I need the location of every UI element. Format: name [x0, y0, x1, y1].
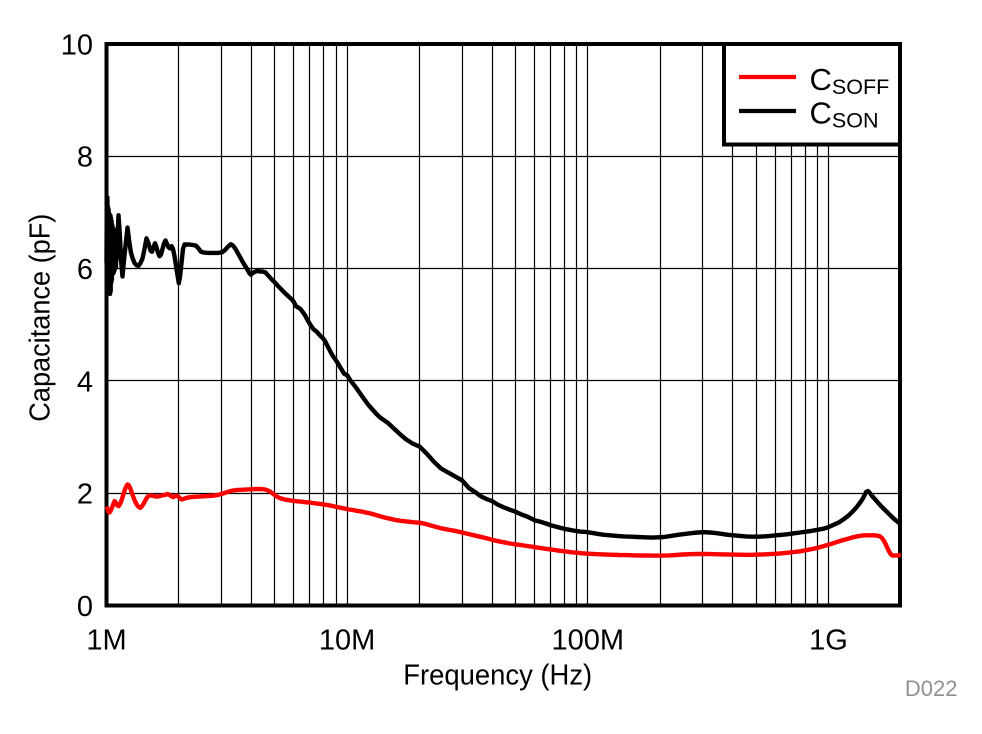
svg-text:CSON: CSON — [810, 96, 879, 133]
svg-text:D022: D022 — [905, 676, 958, 701]
svg-text:0: 0 — [77, 591, 93, 623]
svg-text:Frequency (Hz): Frequency (Hz) — [403, 660, 592, 692]
svg-text:10: 10 — [61, 29, 93, 61]
svg-text:8: 8 — [77, 142, 93, 174]
svg-text:6: 6 — [77, 254, 93, 286]
svg-text:10M: 10M — [319, 624, 375, 656]
svg-text:4: 4 — [77, 366, 93, 398]
svg-text:2: 2 — [77, 479, 93, 511]
svg-text:1M: 1M — [86, 624, 126, 656]
svg-text:100M: 100M — [552, 624, 625, 656]
svg-text:Capacitance (pF): Capacitance (pF) — [24, 214, 56, 422]
svg-text:1G: 1G — [809, 624, 848, 656]
